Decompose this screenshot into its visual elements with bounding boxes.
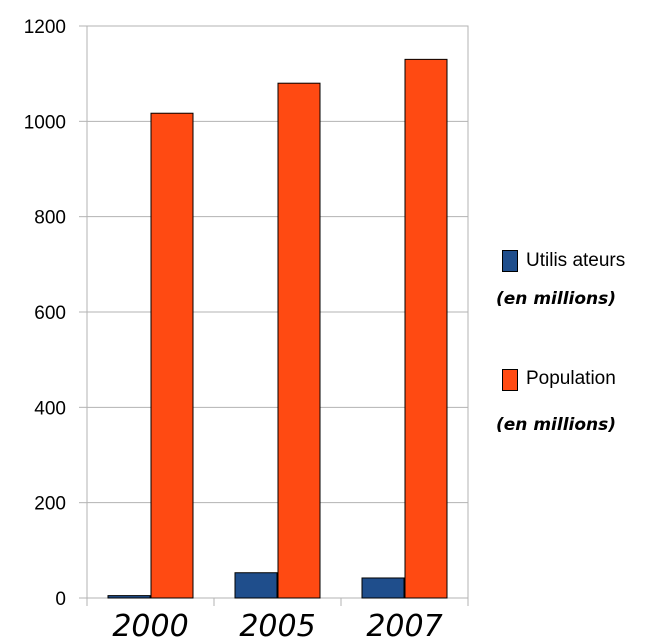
bar-population-2007 xyxy=(404,58,448,599)
bar-population-2000 xyxy=(150,112,194,599)
x-tick-label: 2007 xyxy=(366,609,442,641)
legend-item-users: Utilis ateurs (en millions) xyxy=(496,244,650,374)
legend-label-population: Population xyxy=(526,368,616,389)
y-tick-label: 1000 xyxy=(24,112,66,133)
x-tick-label: 2005 xyxy=(239,609,315,641)
bar-users-2005 xyxy=(234,572,278,599)
y-tick-labels: 0 200 400 600 800 1000 1200 xyxy=(24,17,66,610)
y-tick-label: 200 xyxy=(34,494,66,515)
legend-label-users: Utilis ateurs xyxy=(526,250,626,271)
bars xyxy=(107,58,448,599)
x-tick-labels: 2000 2005 2007 xyxy=(112,609,442,641)
legend-swatch-population xyxy=(502,369,518,391)
y-tick-label: 600 xyxy=(34,303,66,324)
y-tick-label: 1200 xyxy=(24,17,66,38)
bar-users-2000 xyxy=(107,595,151,599)
legend-unit-users: (en millions) xyxy=(496,289,617,309)
legend-swatch-users xyxy=(502,250,518,272)
legend-item-population: Population (en millions) xyxy=(496,368,650,504)
legend-unit-population: (en millions) xyxy=(496,415,617,435)
legend: Utilis ateurs (en millions) Population (… xyxy=(496,244,650,504)
bar-population-2005 xyxy=(277,82,321,599)
bar-users-2007 xyxy=(361,577,405,599)
y-tick-label: 400 xyxy=(34,398,66,419)
x-tick-label: 2000 xyxy=(112,609,188,641)
y-tick-label: 0 xyxy=(55,589,66,610)
y-tick-label: 800 xyxy=(34,208,66,229)
